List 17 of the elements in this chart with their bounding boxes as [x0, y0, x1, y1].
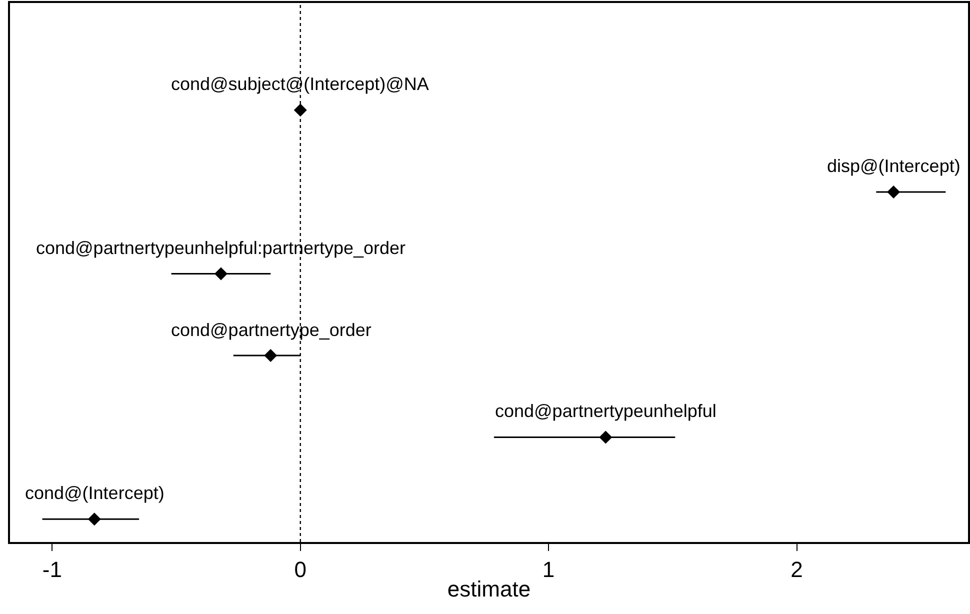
point: [599, 430, 612, 444]
point: [294, 104, 307, 117]
x-tick-label: -1: [42, 557, 62, 582]
y-tick-label: cond@subject@(Intercept)@NA: [171, 74, 429, 94]
point: [887, 185, 900, 198]
x-axis-title: estimate: [447, 576, 531, 602]
y-tick-label: cond@partnertype_order: [171, 320, 372, 340]
y-tick-label: disp@(Intercept): [827, 156, 960, 176]
x-tick-label: 0: [294, 557, 307, 582]
x-tick-label: 1: [542, 557, 555, 582]
point: [88, 512, 101, 526]
x-tick-label: 2: [790, 557, 803, 582]
point: [214, 267, 228, 280]
point: [264, 349, 278, 362]
y-tick-label: cond@partnertypeunhelpful:partnertype_order: [36, 238, 406, 258]
y-tick-label: cond@partnertypeunhelpful: [495, 401, 716, 421]
y-tick-label: cond@(Intercept): [25, 483, 164, 503]
